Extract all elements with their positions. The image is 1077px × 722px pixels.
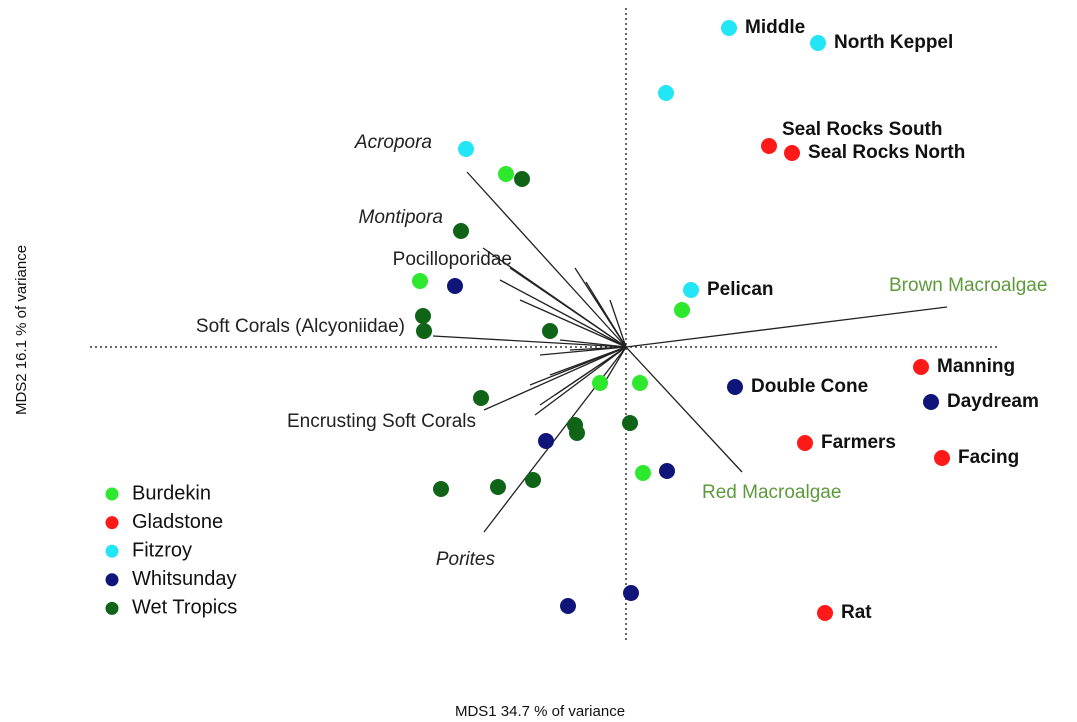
point: [810, 35, 826, 51]
loading-vector: [585, 281, 627, 348]
point: [458, 141, 474, 157]
loading-vector: [554, 346, 627, 396]
point: [592, 375, 608, 391]
loading-vector: [509, 267, 627, 348]
loading-vector: [534, 346, 627, 416]
point: [622, 415, 638, 431]
legend-label: Gladstone: [132, 511, 223, 533]
loading-vector: [609, 299, 627, 348]
point-label: Facing: [958, 447, 1019, 468]
vector-label: Montipora: [359, 207, 444, 228]
vector-label: Encrusting Soft Corals: [287, 411, 476, 432]
point: [923, 394, 939, 410]
legend-marker: [105, 601, 119, 615]
point: [514, 171, 530, 187]
point-label: Rat: [841, 602, 872, 623]
vector-label: Porites: [436, 549, 496, 570]
point-label: Manning: [937, 356, 1015, 377]
vector-label: Soft Corals (Alcyoniidae): [196, 316, 405, 337]
point: [659, 463, 675, 479]
point-label: Middle: [745, 17, 805, 38]
legend-label: Burdekin: [132, 482, 211, 504]
point: [490, 479, 506, 495]
loading-vector: [519, 299, 627, 348]
point: [683, 282, 699, 298]
point-label: Daydream: [947, 391, 1039, 412]
point: [658, 85, 674, 101]
point: [525, 472, 541, 488]
point: [473, 390, 489, 406]
point: [635, 465, 651, 481]
point-label: North Keppel: [834, 32, 953, 53]
point: [498, 166, 514, 182]
legend-label: Fitzroy: [132, 539, 192, 561]
legend-marker: [105, 516, 119, 530]
point: [721, 20, 737, 36]
point: [632, 375, 648, 391]
loading-vector: [483, 346, 627, 411]
legend-marker: [105, 573, 119, 587]
y-axis-label: MDS2 16.1 % of variance: [13, 245, 30, 415]
loading-vector: [549, 346, 627, 376]
point: [817, 605, 833, 621]
point-label: Pelican: [707, 279, 774, 300]
point: [797, 435, 813, 451]
loading-vector: [432, 335, 627, 348]
point: [623, 585, 639, 601]
legend-marker: [105, 544, 119, 558]
point: [412, 273, 428, 289]
legend-label: Wet Tropics: [132, 597, 237, 619]
vector-label: Acropora: [354, 132, 432, 153]
point-label: Seal Rocks South: [782, 119, 943, 140]
vector-label: Brown Macroalgae: [889, 275, 1047, 296]
legend-marker: [105, 487, 119, 501]
point: [727, 379, 743, 395]
point: [447, 278, 463, 294]
loading-vector: [539, 346, 627, 356]
point: [913, 359, 929, 375]
point: [674, 302, 690, 318]
point: [416, 323, 432, 339]
point: [538, 433, 554, 449]
point-label: Seal Rocks North: [808, 142, 965, 163]
point: [934, 450, 950, 466]
loading-vector: [466, 171, 627, 348]
loading-vector: [625, 346, 743, 473]
loading-vector: [625, 306, 948, 348]
point: [453, 223, 469, 239]
legend-label: Whitsunday: [132, 568, 237, 590]
point-label: Farmers: [821, 432, 896, 453]
point: [415, 308, 431, 324]
point-label: Double Cone: [751, 376, 868, 397]
point: [569, 425, 585, 441]
loading-vector: [499, 279, 627, 348]
point: [560, 598, 576, 614]
point: [761, 138, 777, 154]
x-axis-label: MDS1 34.7 % of variance: [455, 703, 625, 720]
vector-label: Pocilloporidae: [393, 249, 512, 270]
point: [784, 145, 800, 161]
point: [542, 323, 558, 339]
vector-label: Red Macroalgae: [702, 482, 841, 503]
point: [433, 481, 449, 497]
